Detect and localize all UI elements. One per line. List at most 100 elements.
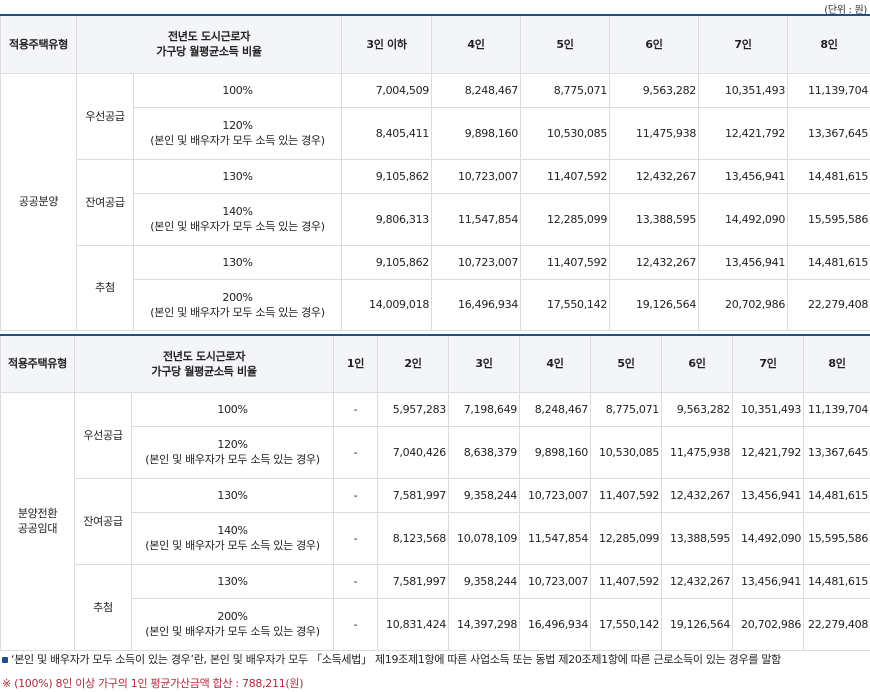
ratio-value: 120%: [217, 438, 248, 451]
header-housing-type: 적용주택유형: [0, 14, 77, 74]
value-cell: 11,407,592: [520, 158, 611, 194]
header-housing-type: 적용주택유형: [0, 334, 75, 393]
sub-label: 우선공급: [76, 72, 134, 160]
ratio-note: (본인 및 배우자가 모두 소득 있는 경우): [150, 134, 325, 147]
header-col: 4인: [519, 334, 592, 393]
value-cell: 14,481,615: [803, 477, 870, 513]
value-cell: -: [333, 597, 379, 651]
value-cell: 11,407,592: [590, 477, 663, 513]
income-table-public-sale: 적용주택유형 전년도 도시근로자 가구당 월평균소득 비율 3인 이하 4인 5…: [0, 14, 870, 331]
value-cell: 13,456,941: [732, 563, 805, 599]
value-cell: 10,723,007: [431, 244, 522, 280]
value-cell: 19,126,564: [609, 278, 700, 331]
value-cell: 9,358,244: [448, 477, 521, 513]
value-cell: 13,456,941: [698, 244, 789, 280]
value-cell: 10,530,085: [520, 106, 611, 160]
sub-label: 우선공급: [74, 391, 132, 479]
ratio-cell: 130%: [130, 563, 335, 599]
value-cell: 10,723,007: [519, 563, 592, 599]
group-label: 분양전환 공공임대: [0, 391, 75, 651]
table-row: 공공분양 우선공급 100% 7,004,509 8,248,467 8,775…: [0, 72, 870, 331]
value-cell: 8,775,071: [590, 391, 663, 427]
value-cell: 10,723,007: [431, 158, 522, 194]
ratio-value: 130%: [217, 574, 248, 588]
ratio-cell: 120% (본인 및 배우자가 모두 소득 있는 경우): [130, 425, 335, 479]
header-col: 7인: [732, 334, 805, 393]
value-cell: 8,638,379: [448, 425, 521, 479]
value-cell: 12,432,267: [609, 158, 700, 194]
header-col: 8인: [803, 334, 870, 393]
value-cell: 12,285,099: [520, 192, 611, 246]
ratio-note: (본인 및 배우자가 모두 소득 있는 경우): [145, 453, 320, 466]
value-cell: 16,496,934: [519, 597, 592, 651]
value-cell: 20,702,986: [698, 278, 789, 331]
table-header-row: 적용주택유형 전년도 도시근로자 가구당 월평균소득 비율 1인 2인 3인 4…: [0, 334, 870, 393]
value-cell: 10,351,493: [732, 391, 805, 427]
header-col: 5인: [590, 334, 663, 393]
value-cell: 13,456,941: [732, 477, 805, 513]
value-cell: 14,481,615: [803, 563, 870, 599]
ratio-value: 140%: [222, 205, 253, 218]
group-label-line1: 분양전환: [17, 507, 58, 520]
value-cell: 11,139,704: [787, 72, 870, 108]
value-cell: 7,581,997: [377, 563, 450, 599]
value-cell: 12,432,267: [661, 563, 734, 599]
header-income-line2: 가구당 월평균소득 비율: [151, 364, 257, 378]
table-row: 200% (본인 및 배우자가 모두 소득 있는 경우) 14,009,018 1…: [1, 278, 870, 331]
header-col: 6인: [661, 334, 734, 393]
footnote-definition: ‘본인 및 배우자가 모두 소득이 있는 경우’란, 본인 및 배우자가 모두 …: [2, 651, 781, 667]
footnote-definition-text: ‘본인 및 배우자가 모두 소득이 있는 경우’란, 본인 및 배우자가 모두 …: [11, 653, 781, 666]
header-col: 8인: [787, 14, 870, 74]
header-income-ratio: 전년도 도시근로자 가구당 월평균소득 비율: [73, 334, 335, 393]
value-cell: 10,078,109: [448, 511, 521, 565]
value-cell: 9,898,160: [519, 425, 592, 479]
value-cell: -: [333, 477, 379, 513]
value-cell: 7,040,426: [377, 425, 450, 479]
table-row: 120% (본인 및 배우자가 모두 소득 있는 경우) - 7,040,426 …: [1, 425, 870, 479]
ratio-value: 130%: [222, 255, 253, 269]
value-cell: 14,481,615: [787, 244, 870, 280]
value-cell: 12,285,099: [590, 511, 663, 565]
value-cell: 14,397,298: [448, 597, 521, 651]
unit-label: (단위 : 원): [824, 5, 867, 16]
value-cell: -: [333, 511, 379, 565]
header-income-line1: 전년도 도시근로자: [162, 349, 246, 363]
value-cell: 8,405,411: [341, 106, 433, 160]
group-label: 공공분양: [0, 72, 77, 331]
ratio-note: (본인 및 배우자가 모두 소득 있는 경우): [150, 305, 325, 319]
value-cell: 8,123,568: [377, 511, 450, 565]
value-cell: 9,105,862: [341, 158, 433, 194]
ratio-cell: 130%: [132, 244, 343, 280]
ratio-value: 100%: [222, 83, 253, 97]
ratio-value: 130%: [217, 488, 248, 502]
value-cell: 19,126,564: [661, 597, 734, 651]
value-cell: 9,563,282: [609, 72, 700, 108]
header-col: 7인: [698, 14, 789, 74]
header-col: 5인: [520, 14, 611, 74]
table-row: 추첨 130% - 7,581,997 9,358,244 10,723,007…: [1, 563, 870, 651]
ratio-value: 100%: [217, 402, 248, 416]
value-cell: 12,421,792: [732, 425, 805, 479]
sub-label: 잔여공급: [76, 158, 134, 246]
value-cell: 8,775,071: [520, 72, 611, 108]
header-col: 3인 이하: [341, 14, 433, 74]
value-cell: 10,351,493: [698, 72, 789, 108]
footnote-surcharge: ※ (100%) 8인 이상 가구의 1인 평균가산금액 합산 : 788,21…: [2, 677, 304, 690]
ratio-value: 120%: [222, 119, 253, 132]
value-cell: 9,898,160: [431, 106, 522, 160]
value-cell: 9,563,282: [661, 391, 734, 427]
value-cell: 13,367,645: [787, 106, 870, 160]
value-cell: -: [333, 425, 379, 479]
value-cell: 9,806,313: [341, 192, 433, 246]
ratio-cell: 100%: [130, 391, 335, 427]
value-cell: 7,004,509: [341, 72, 433, 108]
value-cell: 14,481,615: [787, 158, 870, 194]
value-cell: -: [333, 563, 379, 599]
value-cell: 8,248,467: [431, 72, 522, 108]
group-label-line2: 공공임대: [17, 522, 58, 535]
value-cell: 8,248,467: [519, 391, 592, 427]
table-row: 추첨 130% 9,105,862 10,723,007 11,407,592 …: [1, 244, 870, 331]
table-row: 잔여공급 130% - 7,581,997 9,358,244 10,723,0…: [1, 477, 870, 565]
header-col: 6인: [609, 14, 700, 74]
ratio-cell: 120% (본인 및 배우자가 모두 소득 있는 경우): [132, 106, 343, 160]
